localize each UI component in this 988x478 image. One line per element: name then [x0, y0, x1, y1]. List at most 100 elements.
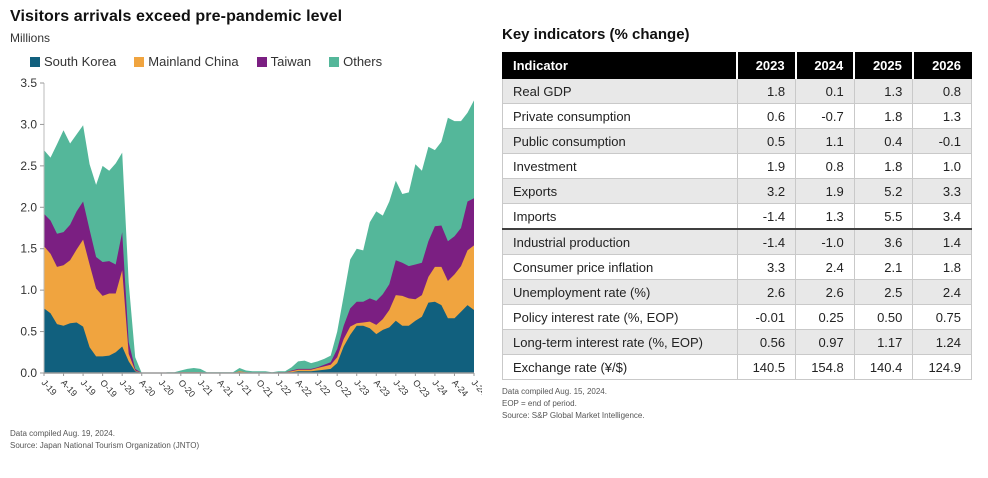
- table-body: Real GDP 1.8 0.1 1.3 0.8 Private consumption 0…: [502, 78, 972, 380]
- x-axis-tick-label: J-24: [470, 378, 482, 398]
- indicator-value: 0.75: [912, 304, 972, 330]
- visitors-chart-panel: Visitors arrivals exceed pre-pandemic le…: [0, 0, 492, 478]
- chart-footnote-source: Source: Japan National Tourism Organizat…: [10, 440, 200, 450]
- indicator-value: 1.4: [912, 228, 972, 255]
- legend-swatch-south-korea: [30, 56, 40, 67]
- indicator-value: 2.4: [795, 254, 855, 280]
- indicator-value: 0.5: [736, 128, 797, 154]
- indicator-value: 0.56: [736, 329, 797, 355]
- indicator-label: Long-term interest rate (%, EOP): [502, 329, 738, 355]
- table-row-consumer-price-inflation: Consumer price inflation 3.3 2.4 2.1 1.8: [502, 254, 972, 280]
- table-row-real-gdp: Real GDP 1.8 0.1 1.3 0.8: [502, 78, 972, 104]
- table-footnote-eop: EOP = end of period.: [502, 399, 577, 408]
- chart-unit-label: Millions: [10, 31, 51, 45]
- column-header-year: 2023: [736, 52, 797, 79]
- x-axis-tick-label: O-23: [411, 378, 432, 400]
- legend-label: Mainland China: [148, 54, 239, 69]
- legend-label: Taiwan: [270, 54, 312, 69]
- legend-item-taiwan: Taiwan: [256, 54, 312, 69]
- table-row-unemployment-rate-: Unemployment rate (%) 2.6 2.6 2.5 2.4: [502, 279, 972, 305]
- indicator-value: 1.8: [853, 153, 914, 179]
- table-row-private-consumption: Private consumption 0.6 -0.7 1.8 1.3: [502, 103, 972, 129]
- x-axis-tick-label: J-22: [313, 378, 332, 398]
- column-header-indicator: Indicator: [502, 52, 738, 79]
- table-row-long-term-interest-rate-eop-: Long-term interest rate (%, EOP) 0.56 0.97…: [502, 329, 972, 355]
- y-axis-tick-label: 3.5: [20, 76, 37, 90]
- indicator-value: -0.1: [912, 128, 972, 154]
- indicator-label: Real GDP: [502, 78, 738, 104]
- y-axis-tick-label: 3.0: [20, 117, 37, 131]
- x-axis-tick-label: J-20: [157, 378, 176, 398]
- indicator-value: 3.3: [912, 178, 972, 204]
- indicator-value: 1.17: [853, 329, 914, 355]
- x-axis-tick-label: A-23: [372, 378, 392, 399]
- table-header: Indicator 2023 2024 2025 2026: [502, 52, 972, 79]
- indicator-label: Public consumption: [502, 128, 738, 154]
- x-axis-tick-label: J-21: [196, 378, 215, 398]
- indicator-label: Unemployment rate (%): [502, 279, 738, 305]
- indicator-value: 2.4: [912, 279, 972, 305]
- indicator-value: -1.4: [736, 203, 797, 230]
- indicator-value: 3.6: [853, 228, 914, 255]
- legend-label: South Korea: [44, 54, 117, 69]
- x-axis-tick-label: J-24: [430, 378, 449, 398]
- table-header-row: Indicator 2023 2024 2025 2026: [502, 52, 972, 79]
- indicator-value: 0.8: [795, 153, 855, 179]
- x-axis-tick-label: O-20: [176, 378, 197, 400]
- x-axis-tick-label: A-22: [294, 378, 314, 399]
- indicator-value: 1.1: [795, 128, 855, 154]
- table-row-imports: Imports -1.4 1.3 5.5 3.4: [502, 203, 972, 230]
- indicator-value: 1.9: [736, 153, 797, 179]
- x-axis-tick-label: J-23: [391, 378, 410, 398]
- table-row-exchange-rate-: Exchange rate (¥/$) 140.5 154.8 140.4 124.9: [502, 354, 972, 380]
- indicator-value: 0.25: [795, 304, 855, 330]
- legend-item-mainland-china: Mainland China: [134, 54, 239, 69]
- indicator-value: -0.7: [795, 103, 855, 129]
- chart-title: Visitors arrivals exceed pre-pandemic le…: [10, 8, 343, 25]
- indicator-value: 5.2: [853, 178, 914, 204]
- indicator-label: Consumer price inflation: [502, 254, 738, 280]
- indicator-value: 140.4: [853, 354, 914, 380]
- table-footnote-compiled: Data compiled Aug. 15, 2024.: [502, 387, 607, 396]
- indicator-value: 0.1: [795, 78, 855, 104]
- y-axis-tick-label: 0.0: [20, 366, 37, 380]
- x-axis-tick-label: J-21: [235, 378, 254, 398]
- table-row-policy-interest-rate-eop-: Policy interest rate (%, EOP) -0.01 0.25 0.…: [502, 304, 972, 330]
- x-axis-tick-label: O-19: [98, 378, 119, 400]
- indicator-value: 0.50: [853, 304, 914, 330]
- indicator-value: 0.97: [795, 329, 855, 355]
- indicator-label: Investment: [502, 153, 738, 179]
- x-axis-tick-label: A-21: [215, 378, 235, 399]
- visitors-stacked-area-chart: 0.00.51.01.52.02.53.03.5J-19 A-19 J-19 O-19…: [20, 76, 488, 400]
- indicator-label: Private consumption: [502, 103, 738, 129]
- column-header-year: 2025: [853, 52, 914, 79]
- table-row-exports: Exports 3.2 1.9 5.2 3.3: [502, 178, 972, 204]
- indicator-value: 1.3: [795, 203, 855, 230]
- indicator-value: 2.6: [736, 279, 797, 305]
- legend-swatch-mainland-china: [134, 56, 145, 67]
- legend-item-south-korea: South Korea: [30, 54, 116, 69]
- indicator-value: 1.3: [853, 78, 914, 104]
- legend-swatch-others: [329, 56, 340, 67]
- indicator-value: 3.3: [736, 254, 797, 280]
- legend-swatch-taiwan: [256, 56, 267, 67]
- indicator-value: 140.5: [736, 354, 797, 380]
- key-indicators-table: Indicator 2023 2024 2025 2026 Real GDP 1.8 0.1…: [502, 52, 972, 380]
- indicator-value: 2.1: [853, 254, 914, 280]
- legend-label: Others: [343, 54, 383, 69]
- table-row-investment: Investment 1.9 0.8 1.8 1.0: [502, 153, 972, 179]
- column-header-year: 2026: [911, 52, 972, 79]
- indicator-label: Industrial production: [502, 228, 738, 255]
- table-row-industrial-production: Industrial production -1.4 -1.0 3.6 1.4: [502, 228, 972, 255]
- indicator-label: Policy interest rate (%, EOP): [502, 304, 738, 330]
- x-axis-tick-label: J-19: [79, 378, 98, 398]
- indicator-value: 0.6: [736, 103, 797, 129]
- indicator-value: 2.5: [853, 279, 914, 305]
- x-axis-tick-label: J-22: [274, 378, 293, 398]
- x-axis-tick-label: J-20: [118, 378, 137, 398]
- x-axis-tick-label: A-24: [450, 378, 470, 399]
- area-south-korea: [44, 301, 474, 373]
- x-axis-tick-label: O-21: [255, 378, 276, 400]
- indicator-value: 3.4: [912, 203, 972, 230]
